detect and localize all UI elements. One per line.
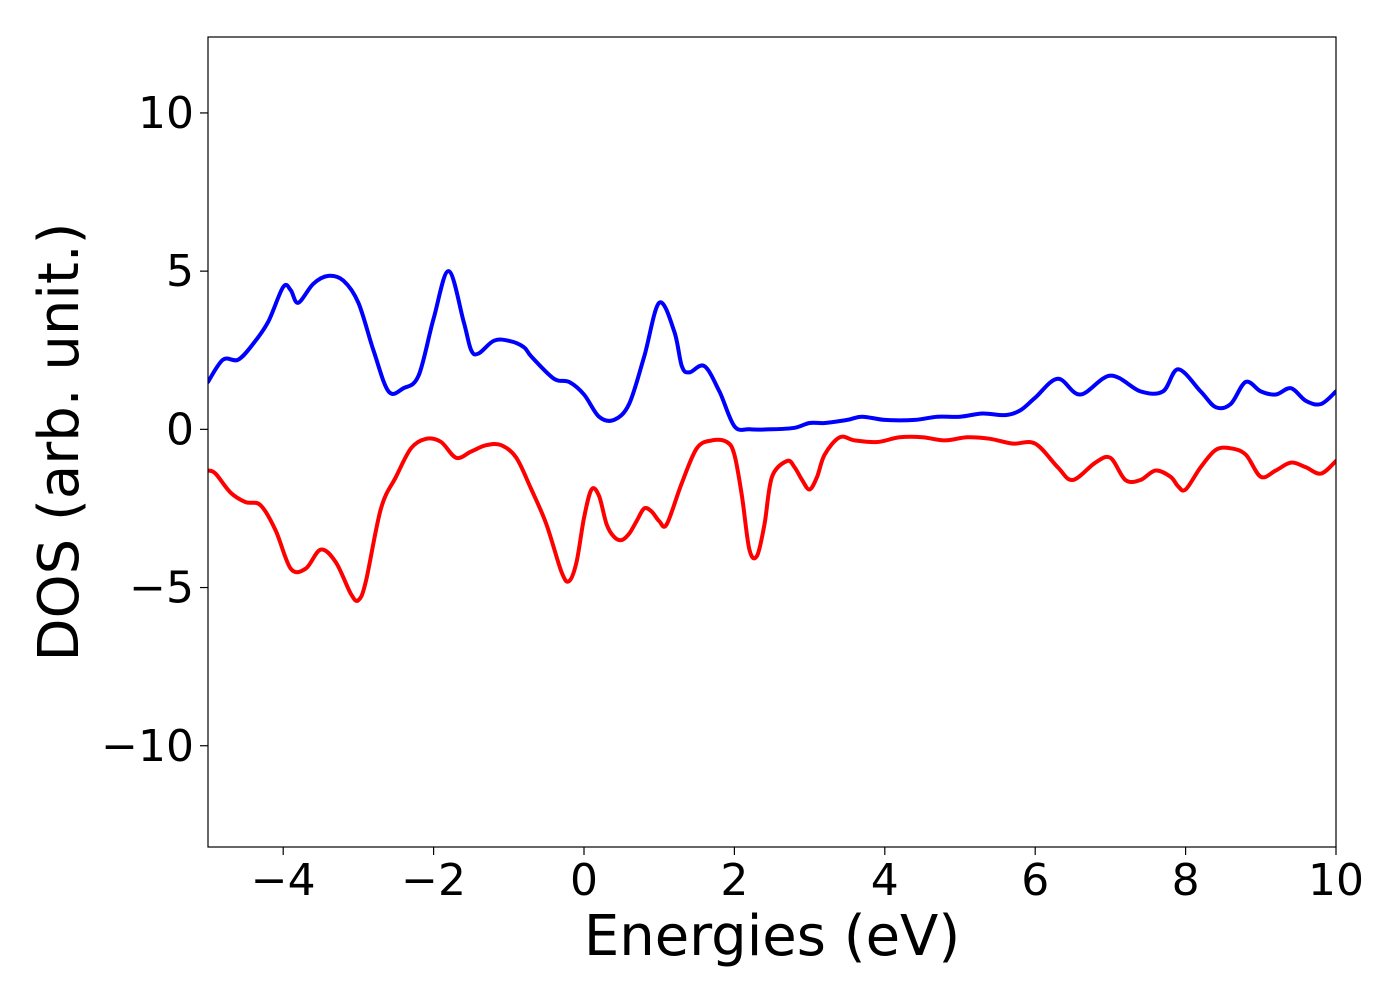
y-tick-label: 0 bbox=[166, 404, 194, 455]
y-tick-label: −10 bbox=[101, 721, 194, 772]
y-tick-label: 5 bbox=[166, 246, 194, 297]
x-tick-label: 4 bbox=[871, 855, 899, 906]
x-axis-label: Energies (eV) bbox=[584, 904, 960, 969]
series-line-red bbox=[208, 434, 1336, 603]
x-tick-label: 8 bbox=[1172, 855, 1200, 906]
x-tick-label: −4 bbox=[251, 855, 316, 906]
series-line-blue bbox=[208, 269, 1336, 432]
y-axis-label: DOS (arb. unit.) bbox=[27, 222, 92, 661]
y-tick-label: −5 bbox=[129, 563, 194, 614]
y-axis-ticks: −10 −5 0 5 10 bbox=[101, 88, 208, 772]
x-tick-label: −2 bbox=[401, 855, 466, 906]
series-layer bbox=[208, 269, 1336, 603]
x-tick-label: 10 bbox=[1308, 855, 1364, 906]
y-tick-label: 10 bbox=[138, 88, 194, 139]
plot-frame bbox=[207, 36, 1337, 848]
x-tick-label: 6 bbox=[1021, 855, 1049, 906]
x-axis-ticks: −4 −2 0 2 4 6 8 10 bbox=[251, 847, 1364, 906]
x-tick-label: 2 bbox=[720, 855, 748, 906]
x-tick-label: 0 bbox=[570, 855, 598, 906]
